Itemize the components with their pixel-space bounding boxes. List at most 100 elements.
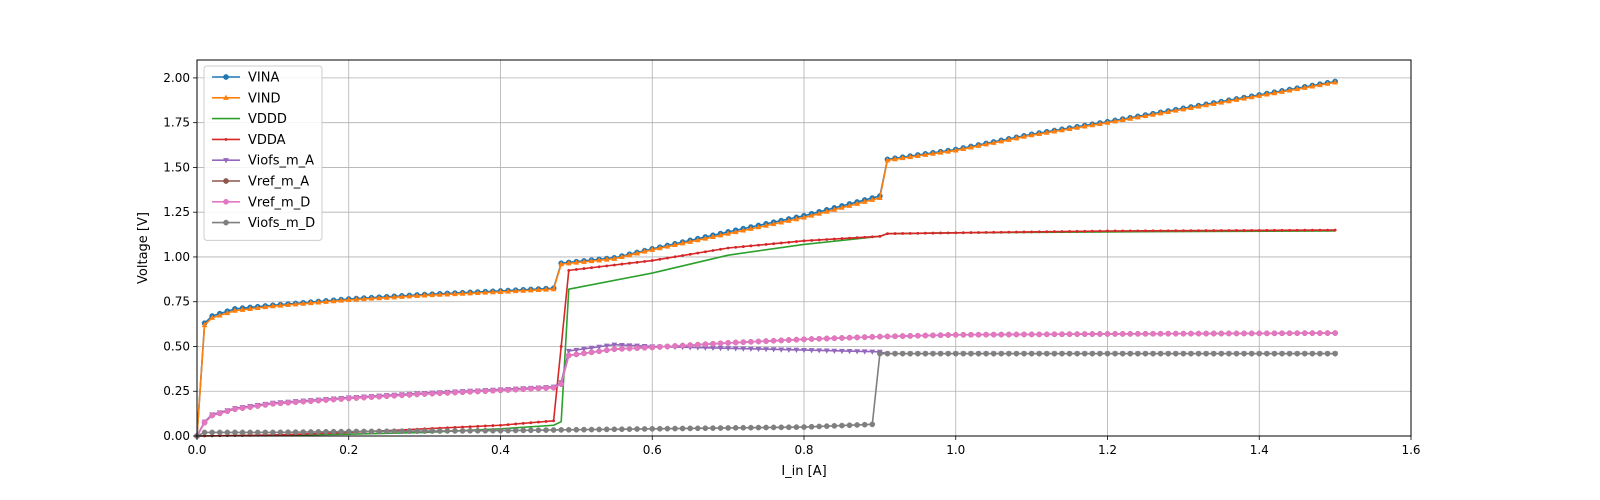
data-point [1226,350,1232,357]
data-point [1326,228,1329,232]
data-point [1317,350,1323,357]
data-point [330,396,337,403]
data-point [1309,350,1316,357]
data-point [688,252,692,256]
data-point [1104,350,1111,357]
data-point [603,347,610,354]
data-point [1112,331,1118,337]
data-point [975,331,982,338]
data-point [1212,229,1216,233]
data-point [702,341,709,348]
data-point [300,300,307,306]
data-point [1324,350,1331,357]
y-tick-label: 1.50 [163,160,190,174]
legend-label: VDDD [248,112,287,127]
legend-label: VDDA [248,133,286,148]
data-point [285,429,291,436]
data-point [832,237,836,241]
data-point [1104,331,1111,337]
data-point [619,253,625,260]
data-point [861,198,868,204]
data-point [1188,330,1194,337]
data-point [247,429,253,436]
data-point [573,347,580,354]
data-point [899,154,906,161]
x-tick-label: 0.4 [491,443,510,457]
data-point [247,305,253,311]
data-point [559,345,563,348]
data-point [975,350,982,357]
data-point [429,428,436,434]
data-point [952,331,959,338]
data-point [1144,229,1147,233]
data-point [778,347,785,353]
data-point [315,397,322,404]
data-point [664,343,671,350]
legend-item-vref-m-a: Vref_m_A [212,175,309,190]
data-point [581,346,587,352]
data-point [749,244,753,248]
data-point [1180,106,1187,112]
data-point [999,230,1003,234]
data-point [361,295,367,302]
data-point [565,260,572,266]
data-point [854,334,860,341]
data-point [778,337,785,344]
data-point [520,287,527,293]
data-point [673,255,677,259]
data-point [1059,331,1065,338]
data-point [383,428,390,435]
data-point [528,427,534,434]
data-point [444,291,451,297]
data-point [656,245,663,251]
data-point [254,304,261,311]
data-point [1068,230,1071,233]
data-point [794,240,798,243]
data-point [1104,119,1111,125]
data-point [808,348,815,354]
data-point [793,424,800,430]
data-point [1250,228,1254,232]
x-tick-label: 0.8 [794,443,813,457]
data-point [603,426,610,433]
data-point [748,225,754,231]
data-point [1235,229,1238,232]
data-point [368,428,375,435]
x-tick-label: 1.6 [1401,443,1420,457]
data-point [717,340,724,347]
data-point [467,388,473,395]
data-point [345,395,352,402]
data-point [846,334,853,341]
x-tick-label: 0.6 [643,443,662,457]
data-point [239,306,246,312]
data-point [1233,330,1240,337]
data-point [785,424,792,431]
data-point [1263,330,1270,337]
data-point [535,286,542,293]
data-point [544,419,548,423]
data-point [899,333,906,339]
data-point [550,427,557,433]
data-point [1265,228,1269,232]
data-point [588,345,595,351]
data-point [1006,331,1012,338]
data-point [687,425,694,432]
data-point [946,231,950,235]
data-point [1043,129,1050,135]
data-point [611,342,618,348]
data-point [1081,123,1088,129]
data-point [1083,229,1087,233]
data-point [802,239,806,243]
data-point [1180,350,1187,357]
data-point [930,332,936,339]
data-point [1028,350,1035,357]
data-point [831,423,838,429]
data-point [1060,230,1064,233]
data-point [886,232,889,236]
data-point [1324,330,1331,336]
data-point [816,335,823,342]
data-point [285,301,291,308]
data-point [748,424,754,431]
data-point [990,331,997,338]
data-point [565,426,572,433]
